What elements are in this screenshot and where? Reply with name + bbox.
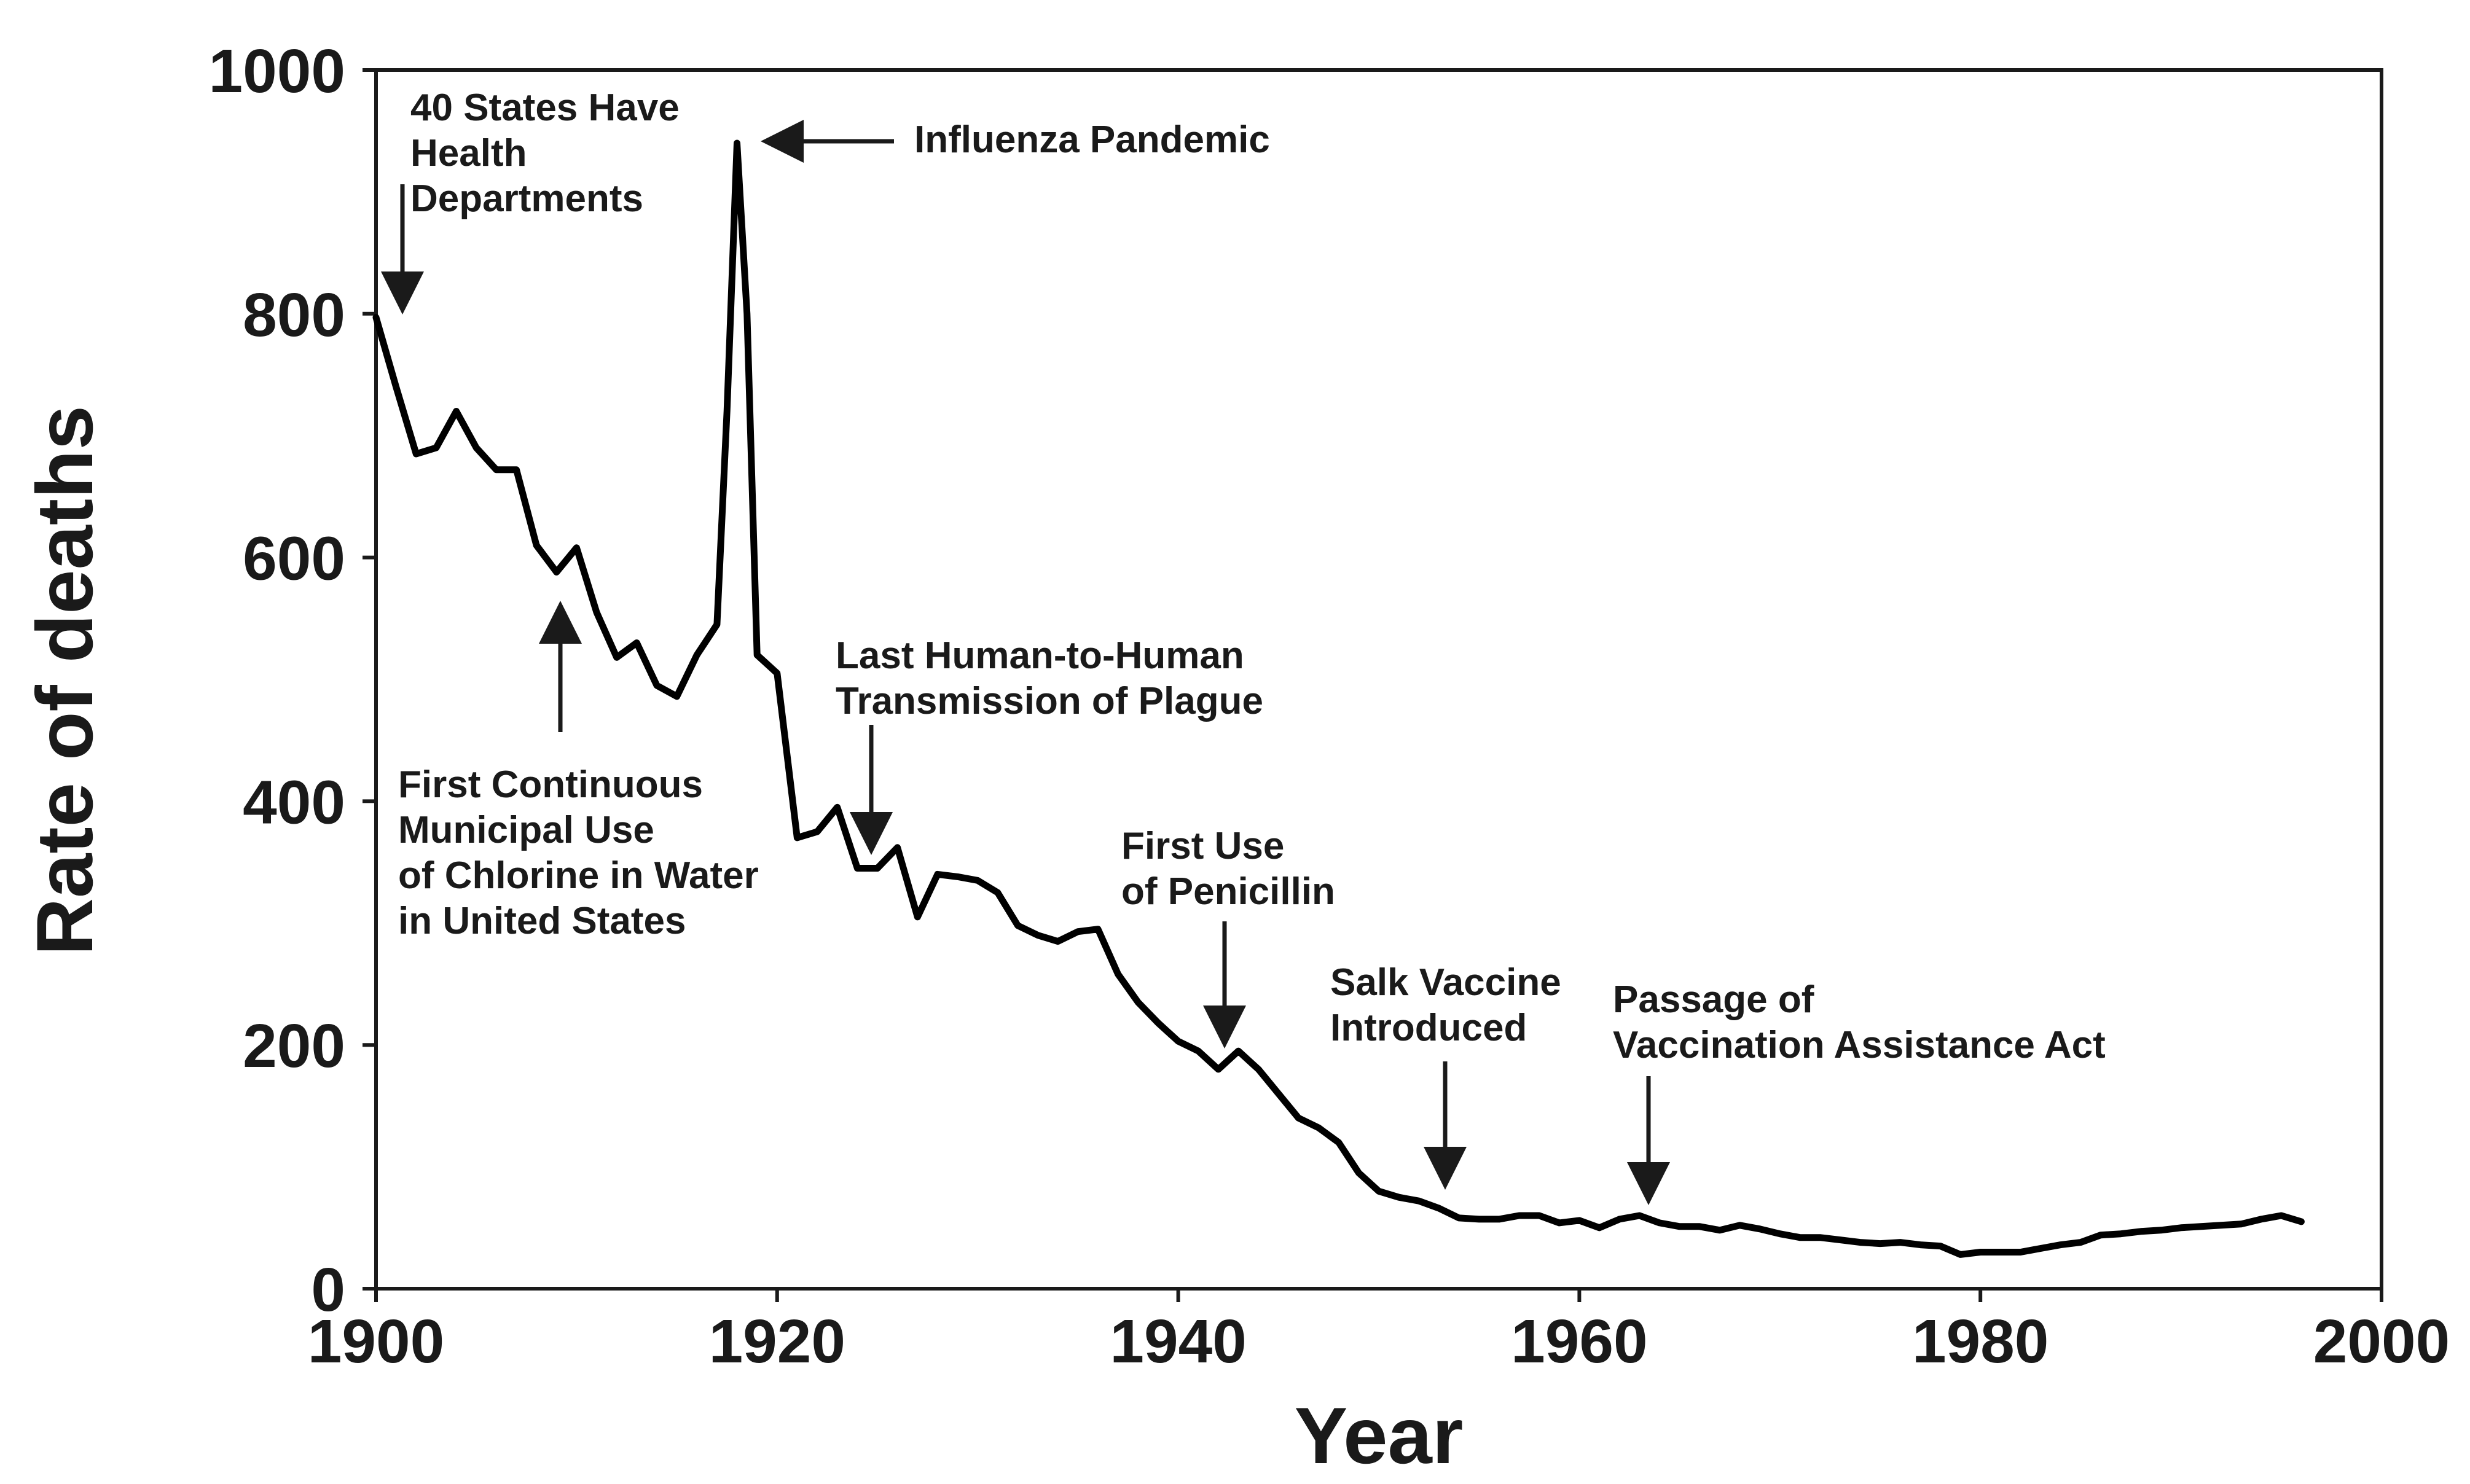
annotation: Influenza Pandemic — [761, 119, 1270, 163]
x-tick-label: 1920 — [709, 1307, 845, 1376]
y-tick-label: 400 — [243, 768, 345, 837]
y-tick-label: 600 — [243, 525, 345, 593]
annotation-text-line: of Penicillin — [1121, 870, 1335, 913]
y-tick-label: 1000 — [209, 37, 345, 106]
annotation-text-line: of Chlorine in Water — [398, 854, 759, 897]
plot-frame — [374, 68, 2383, 1291]
y-tick-label: 800 — [243, 281, 345, 350]
x-axis-title: Year — [1295, 1391, 1464, 1480]
annotation-text-line: Introduced — [1330, 1007, 1527, 1049]
x-tick-label: 2000 — [2313, 1307, 2450, 1376]
annotation-text-line: Last Human-to-Human — [836, 635, 1244, 677]
annotation-text-line: Vaccination Assistance Act — [1613, 1024, 2106, 1066]
x-tick-label: 1960 — [1511, 1307, 1647, 1376]
annotation-text-line: Municipal Use — [398, 809, 654, 851]
x-axis-ticks: 1900 1920 1940 1960 1980 2000 — [308, 1289, 2450, 1376]
x-tick-label: 1940 — [1110, 1307, 1246, 1376]
y-axis-title: Rate of deaths — [20, 405, 109, 956]
annotation-text-line: First Use — [1121, 825, 1284, 867]
y-tick-label: 200 — [243, 1012, 345, 1080]
annotation-text-line: Salk Vaccine — [1330, 961, 1561, 1004]
death-rate-series-line — [372, 139, 2305, 1258]
annotation-text-line: Transmission of Plague — [836, 680, 1263, 722]
annotation-text-line: Health — [410, 132, 527, 174]
y-axis-ticks: 0 200 400 600 800 1000 — [209, 37, 376, 1324]
annotation-text-line: First Continuous — [398, 763, 703, 806]
annotation-text-line: Influenza Pandemic — [914, 119, 1270, 161]
x-tick-label: 1980 — [1912, 1307, 2049, 1376]
annotation-text-line: Passage of — [1613, 978, 1814, 1021]
y-tick-label: 0 — [311, 1256, 345, 1324]
annotation-text-line: Departments — [410, 178, 643, 220]
x-tick-label: 1900 — [308, 1307, 444, 1376]
annotation-text-line: 40 States Have — [410, 87, 680, 129]
annotation-text-line: in United States — [398, 900, 686, 942]
